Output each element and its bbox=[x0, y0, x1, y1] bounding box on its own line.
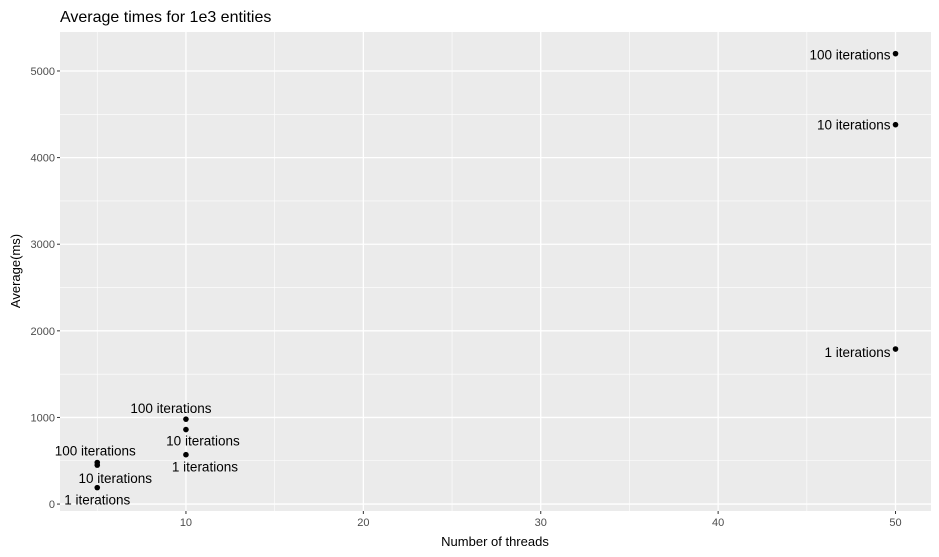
x-tick-label: 40 bbox=[712, 517, 724, 529]
data-label: 1 iterations bbox=[64, 493, 130, 508]
data-point bbox=[892, 121, 899, 128]
y-tick-label: 1000 bbox=[31, 412, 55, 424]
point-labels: 1 iterations 10 iterations 100 iterations 1… bbox=[55, 48, 891, 508]
data-label: 100 iterations bbox=[809, 48, 890, 63]
data-label: 10 iterations bbox=[166, 434, 240, 449]
y-tick-label: 5000 bbox=[31, 66, 55, 78]
axis-ticks: 10 20 30 40 50 0 1000 2000 3000 4000 5000 bbox=[31, 66, 902, 529]
y-tick-label: 2000 bbox=[31, 326, 55, 338]
x-tick-label: 30 bbox=[535, 517, 547, 529]
y-tick-label: 3000 bbox=[31, 239, 55, 251]
data-points bbox=[94, 50, 899, 491]
data-point bbox=[183, 416, 189, 422]
data-label: 1 iterations bbox=[172, 460, 238, 475]
data-label: 1 iterations bbox=[824, 345, 890, 360]
data-point bbox=[892, 346, 899, 352]
data-label: 10 iterations bbox=[817, 118, 891, 133]
data-label: 10 iterations bbox=[78, 471, 152, 486]
data-point bbox=[892, 50, 899, 57]
chart-title: Average times for 1e3 entities bbox=[60, 9, 271, 26]
x-tick-label: 10 bbox=[180, 517, 192, 529]
x-axis-title: Number of threads bbox=[441, 534, 549, 549]
x-tick-label: 20 bbox=[357, 517, 369, 529]
data-point bbox=[94, 484, 101, 491]
y-axis-title: Average(ms) bbox=[8, 234, 23, 308]
x-tick-label: 50 bbox=[889, 517, 901, 529]
y-tick-label: 4000 bbox=[31, 153, 55, 165]
data-point bbox=[183, 426, 189, 433]
data-label: 100 iterations bbox=[55, 443, 136, 458]
plot-panel bbox=[60, 32, 931, 511]
y-tick-label: 0 bbox=[49, 499, 55, 511]
data-point bbox=[94, 459, 101, 466]
data-label: 100 iterations bbox=[130, 401, 211, 416]
data-point bbox=[183, 451, 189, 458]
